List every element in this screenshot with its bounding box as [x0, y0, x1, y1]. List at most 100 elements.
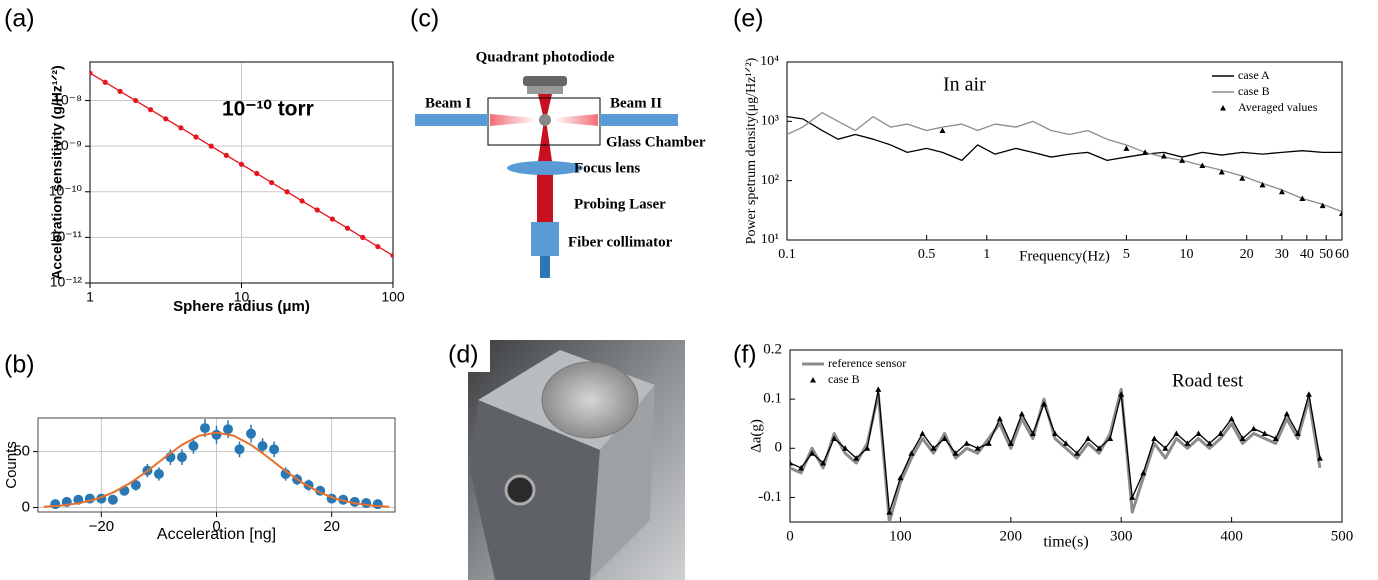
triangle-marker: [1107, 435, 1114, 441]
point: [208, 143, 214, 149]
x-tick-label: 0: [786, 528, 794, 544]
plot-area: [43, 419, 390, 510]
triangle-marker: [930, 445, 937, 451]
triangle-marker: [1294, 430, 1301, 437]
y-tick-label: 10¹: [761, 232, 779, 247]
triangle-marker: [1085, 435, 1092, 441]
triangle-marker: [1239, 175, 1246, 181]
x-tick-label: 40: [1300, 247, 1314, 262]
coin: [541, 361, 639, 439]
diagram-label: Quadrant photodiode: [476, 49, 615, 65]
triangle-marker: [952, 450, 959, 456]
triangle-marker: [831, 435, 838, 441]
x-tick-label: 200: [1000, 528, 1023, 544]
y-tick-label: 0.2: [763, 341, 782, 357]
point: [199, 423, 210, 434]
series-line: [43, 431, 390, 508]
panel-label: (b): [4, 351, 35, 379]
point: [299, 198, 305, 204]
triangle-marker: [1206, 440, 1213, 446]
y-axis-label: Counts: [3, 441, 20, 489]
triangle-marker: [1272, 435, 1279, 441]
y-axis-label: Acceleration sensitivity (g/Hz¹ᐟ²): [49, 65, 65, 279]
axes-frame: [37, 417, 396, 513]
laser-beam: [537, 120, 553, 168]
y-axis-label: Δa(g): [748, 419, 764, 453]
chart: 0.1 0.5 1 5 10 20 30 40 50 60 10¹ 10² 10³ 10⁴ Frequenc…: [744, 54, 1349, 264]
triangle-marker: [1319, 202, 1326, 209]
triangle-marker: [1228, 415, 1235, 422]
focus-lens: [507, 161, 583, 175]
legend-label: case B: [828, 372, 860, 386]
point: [234, 444, 245, 455]
triangle-marker: [1140, 469, 1147, 476]
triangle-marker: [886, 509, 893, 515]
triangle-marker: [1151, 435, 1158, 441]
x-tick-label: 0.1: [778, 247, 796, 262]
y-tick-label: 10⁻⁹: [53, 137, 82, 153]
point: [257, 440, 268, 451]
diagram-label: Focus lens: [574, 160, 640, 176]
point: [130, 480, 141, 491]
chart: 1 10 100 10⁻¹² 10⁻¹¹ 10⁻¹⁰ 10⁻⁹ 10⁻⁸ Sphere radi…: [49, 61, 405, 315]
triangle-marker: [853, 455, 860, 461]
x-tick-label: 10: [1180, 247, 1194, 262]
laser-beam: [538, 94, 552, 120]
triangle-marker: [941, 435, 948, 441]
triangle-marker: [1339, 210, 1342, 216]
plot-area: [787, 112, 1342, 216]
x-tick-label: 20: [323, 518, 340, 535]
axes-frame: [789, 349, 1343, 523]
triangle-marker: [963, 440, 970, 446]
legend-label: case A: [1238, 68, 1270, 82]
triangle-marker: [810, 377, 816, 383]
point: [211, 429, 222, 440]
triangle-marker: [1029, 430, 1036, 437]
point: [361, 498, 372, 509]
y-tick-label: 10⁻¹²: [50, 274, 83, 290]
x-axis-label: Frequency(Hz): [1019, 248, 1110, 264]
cube-front: [590, 385, 655, 580]
fiber: [540, 256, 550, 278]
triangle-marker: [875, 386, 882, 392]
triangle-marker: [1007, 440, 1014, 446]
triangle-marker: [842, 445, 849, 451]
probing-laser: [537, 168, 553, 224]
x-tick-label: 20: [1240, 247, 1254, 262]
point: [147, 107, 154, 113]
legend-label: reference sensor: [828, 356, 906, 370]
series-line: [787, 112, 1342, 213]
sphere: [539, 114, 551, 126]
triangle-marker: [897, 474, 904, 481]
triangle-marker: [1051, 430, 1058, 437]
x-tick-label: 0.5: [918, 247, 936, 262]
triangle-marker: [1218, 168, 1225, 175]
legend-label: case B: [1238, 84, 1270, 98]
triangle-marker: [1299, 195, 1306, 202]
legend-label: Averaged values: [1238, 100, 1318, 114]
point: [284, 189, 290, 195]
triangle-marker: [790, 460, 793, 466]
point: [193, 134, 199, 140]
point: [153, 468, 164, 479]
x-tick-label: 300: [1110, 528, 1133, 544]
panel-label: (a): [4, 5, 35, 33]
beam-right: [600, 114, 678, 126]
triangle-marker: [939, 127, 946, 134]
collimator: [531, 222, 559, 256]
point: [269, 444, 280, 455]
axes-frame: [786, 61, 1343, 241]
y-tick-label: 10²: [761, 173, 779, 188]
point: [223, 424, 234, 435]
point: [238, 161, 245, 167]
annotation: 10⁻¹⁰ torr: [222, 98, 314, 121]
triangle-marker: [1199, 162, 1206, 169]
annotation: Road test: [1172, 370, 1244, 391]
annotation: In air: [943, 74, 986, 96]
point: [117, 88, 123, 94]
point: [107, 494, 118, 505]
y-tick-label: -0.1: [758, 489, 782, 505]
series-line: [787, 115, 1342, 161]
sensor-photo: (d): [446, 340, 685, 580]
triangle-marker: [809, 450, 816, 456]
